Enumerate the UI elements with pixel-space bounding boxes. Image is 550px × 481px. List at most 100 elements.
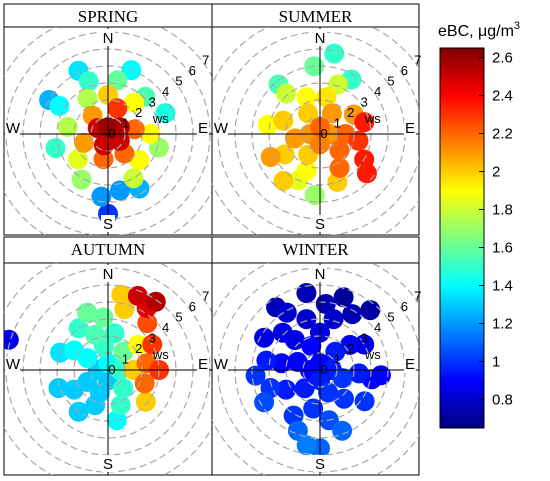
data-point bbox=[273, 110, 294, 131]
data-point bbox=[324, 43, 345, 64]
radial-tick-label: 2 bbox=[347, 105, 354, 120]
data-point bbox=[111, 284, 132, 305]
radial-tick-label: 5 bbox=[175, 310, 182, 325]
colorbar-ticks: 0.8 1 1.2 1.4 1.6 1.8 2 2.2 2.4 2.6 bbox=[479, 50, 513, 409]
radial-tick-label: 1 bbox=[122, 352, 129, 367]
data-point bbox=[107, 98, 128, 119]
label-bg bbox=[313, 455, 327, 472]
label-bg bbox=[5, 356, 20, 373]
data-point bbox=[354, 112, 375, 133]
data-point bbox=[45, 138, 66, 159]
radial-tick-label: 6 bbox=[401, 63, 408, 78]
radial-tick-label: 0 bbox=[320, 362, 327, 377]
east-label: E bbox=[405, 356, 415, 373]
data-point bbox=[256, 350, 277, 371]
radial-unit-label: ws bbox=[364, 111, 381, 126]
data-point bbox=[329, 140, 350, 161]
radial-unit-label: ws bbox=[152, 111, 169, 126]
data-point bbox=[323, 309, 344, 330]
radial-tick-label: 6 bbox=[401, 299, 408, 314]
data-point bbox=[77, 88, 98, 109]
south-label: S bbox=[315, 216, 325, 233]
data-point bbox=[273, 170, 294, 191]
label-bg bbox=[5, 120, 20, 137]
colorbar-tick-label: 1.8 bbox=[492, 202, 513, 219]
colorbar: eBC, μg/m3 0.8 1 1.2 1.4 1.6 1.8 2 2.2 2.4 2.6 bbox=[438, 20, 520, 429]
data-point bbox=[296, 309, 317, 330]
radial-tick-label: 3 bbox=[361, 331, 368, 346]
radial-tick-label: 2 bbox=[135, 341, 142, 356]
data-point bbox=[85, 324, 106, 345]
colorbar-tick-label: 1.4 bbox=[492, 278, 513, 295]
label-bg bbox=[313, 265, 327, 282]
data-point bbox=[260, 147, 281, 167]
radial-tick-label: 4 bbox=[374, 84, 381, 99]
label-bg bbox=[404, 120, 416, 137]
radial-tick-label: 6 bbox=[189, 299, 196, 314]
data-points bbox=[4, 284, 169, 431]
radial-tick-label: 7 bbox=[414, 289, 421, 304]
data-point bbox=[296, 283, 317, 303]
radial-unit-label: ws bbox=[152, 347, 169, 362]
radial-tick-label: 5 bbox=[175, 74, 182, 89]
data-point bbox=[328, 74, 348, 95]
radial-tick-label: 4 bbox=[374, 320, 381, 335]
label-bg bbox=[101, 455, 115, 472]
data-point bbox=[276, 83, 297, 104]
colorbar-tick-label: 0.8 bbox=[492, 392, 513, 409]
polar-area bbox=[4, 27, 212, 235]
data-point bbox=[93, 135, 114, 156]
colorbar-tick-label: 1 bbox=[492, 354, 500, 371]
data-point bbox=[134, 373, 155, 394]
label-bg bbox=[313, 29, 327, 46]
data-point bbox=[48, 378, 69, 398]
colorbar-tick-label: 2.2 bbox=[492, 126, 513, 143]
data-point bbox=[354, 334, 375, 355]
north-label: N bbox=[315, 30, 326, 47]
label-bg bbox=[101, 265, 115, 282]
data-point bbox=[332, 420, 353, 441]
panel-title: AUTUMN bbox=[71, 240, 146, 259]
south-label: S bbox=[103, 456, 113, 473]
data-point bbox=[245, 365, 266, 386]
data-point bbox=[110, 180, 130, 201]
data-point bbox=[68, 149, 88, 170]
data-point bbox=[296, 160, 317, 181]
data-points bbox=[258, 43, 377, 205]
west-label: W bbox=[6, 120, 21, 137]
colorbar-title: eBC, μg/m3 bbox=[438, 20, 520, 40]
data-point bbox=[91, 186, 112, 207]
data-point bbox=[354, 391, 375, 412]
radial-tick-label: 0 bbox=[108, 126, 115, 141]
west-label: W bbox=[214, 120, 229, 137]
data-point bbox=[64, 340, 85, 361]
data-point bbox=[342, 304, 363, 325]
radial-tick-label: 4 bbox=[162, 84, 169, 99]
data-point bbox=[123, 168, 144, 189]
data-point bbox=[272, 322, 293, 343]
data-point bbox=[68, 318, 89, 339]
data-point bbox=[315, 294, 336, 314]
radial-unit-label: ws bbox=[364, 347, 381, 362]
radial-tick-label: 1 bbox=[334, 116, 341, 131]
data-point bbox=[276, 379, 297, 400]
data-point bbox=[4, 329, 19, 350]
data-point bbox=[329, 157, 350, 178]
label-bg bbox=[213, 120, 228, 137]
label-bg bbox=[197, 356, 209, 373]
radial-tick-label: 2 bbox=[347, 341, 354, 356]
data-point bbox=[127, 285, 148, 306]
radial-tick-label: 5 bbox=[387, 74, 394, 89]
west-label: W bbox=[6, 356, 21, 373]
colorbar-tick-label: 2 bbox=[492, 164, 500, 181]
data-point bbox=[296, 435, 317, 456]
data-point bbox=[296, 87, 317, 108]
label-bg bbox=[101, 215, 115, 232]
south-label: S bbox=[315, 456, 325, 473]
polar-area bbox=[212, 263, 419, 475]
